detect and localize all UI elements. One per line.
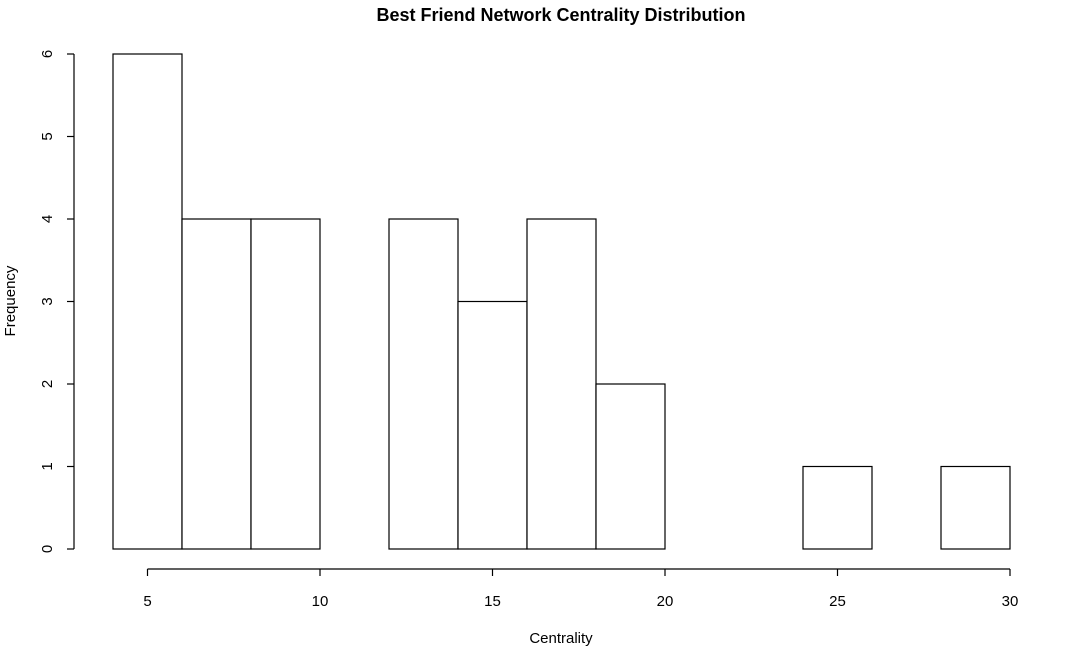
histogram-bar: [802, 465, 873, 550]
x-tick-label: 10: [312, 593, 329, 610]
histogram-bar: [526, 218, 597, 550]
histogram-bar: [940, 465, 1011, 550]
y-tick-label: 5: [39, 132, 56, 140]
bars-group: [112, 53, 1011, 550]
x-axis-label: Centrality: [529, 630, 593, 647]
chart-title: Best Friend Network Centrality Distribut…: [376, 5, 745, 25]
histogram-bar: [388, 218, 459, 550]
histogram-bar: [457, 300, 528, 550]
y-tick-label: 1: [39, 462, 56, 470]
x-tick-label: 15: [484, 593, 501, 610]
x-tick-label: 25: [829, 593, 846, 610]
histogram-bar: [595, 383, 666, 550]
y-axis-label: Frequency: [2, 265, 19, 336]
y-tick-label: 2: [39, 380, 56, 388]
y-tick-label: 3: [39, 297, 56, 305]
histogram-bar: [250, 218, 321, 550]
histogram-bar: [181, 218, 252, 550]
x-axis: 5 10 15 20 25 30: [143, 568, 1019, 610]
x-tick-label: 30: [1002, 593, 1019, 610]
x-tick-label: 5: [143, 593, 151, 610]
histogram-bar: [112, 53, 183, 550]
x-tick-label: 20: [657, 593, 674, 610]
y-tick-label: 6: [39, 50, 56, 58]
y-tick-label: 4: [39, 215, 56, 223]
y-axis: 0 1 2 3 4 5 6: [39, 50, 75, 553]
y-tick-label: 0: [39, 545, 56, 553]
